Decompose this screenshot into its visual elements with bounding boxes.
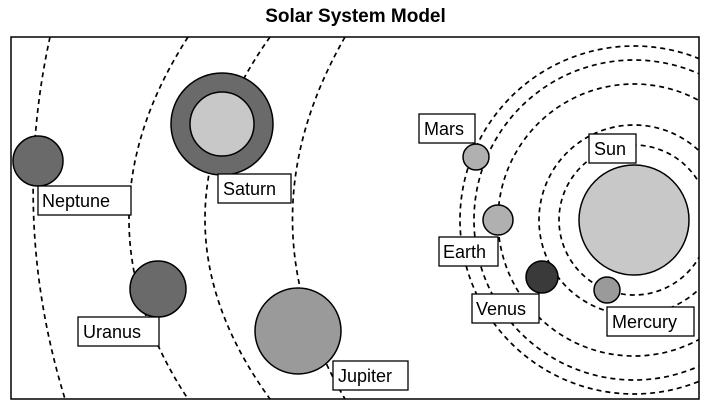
label-saturn-text: Saturn — [223, 179, 276, 199]
orbit-uranus — [128, 37, 189, 399]
sun-body — [578, 164, 690, 276]
mercury-body — [593, 276, 621, 304]
mars-body — [462, 143, 490, 171]
label-uranus: Uranus — [77, 316, 160, 347]
label-mars-text: Mars — [424, 119, 464, 139]
label-sun: Sun — [588, 133, 637, 164]
neptune-body — [12, 135, 64, 187]
orbit-neptune — [32, 37, 66, 399]
planets — [12, 72, 690, 375]
earth-body — [482, 204, 514, 236]
labels: Sun Mercury Venus Earth Mars Jupiter Sat… — [37, 113, 695, 391]
saturn-body — [189, 91, 255, 157]
label-uranus-text: Uranus — [83, 322, 141, 342]
venus-body — [525, 260, 559, 294]
label-earth: Earth — [438, 236, 499, 267]
diagram-title: Solar System Model — [265, 6, 446, 27]
label-venus-text: Venus — [476, 299, 526, 319]
label-saturn: Saturn — [217, 173, 292, 204]
label-mercury: Mercury — [606, 306, 695, 337]
label-neptune: Neptune — [37, 185, 132, 216]
uranus-body — [129, 260, 187, 318]
label-mercury-text: Mercury — [612, 312, 677, 332]
orbit-mars-outer — [459, 45, 699, 395]
label-jupiter-text: Jupiter — [338, 366, 392, 386]
label-jupiter: Jupiter — [332, 360, 409, 391]
jupiter-body — [254, 287, 342, 375]
label-mars: Mars — [418, 113, 476, 144]
label-neptune-text: Neptune — [42, 191, 110, 211]
label-venus: Venus — [471, 293, 540, 324]
label-earth-text: Earth — [443, 242, 486, 262]
label-sun-text: Sun — [594, 139, 626, 159]
